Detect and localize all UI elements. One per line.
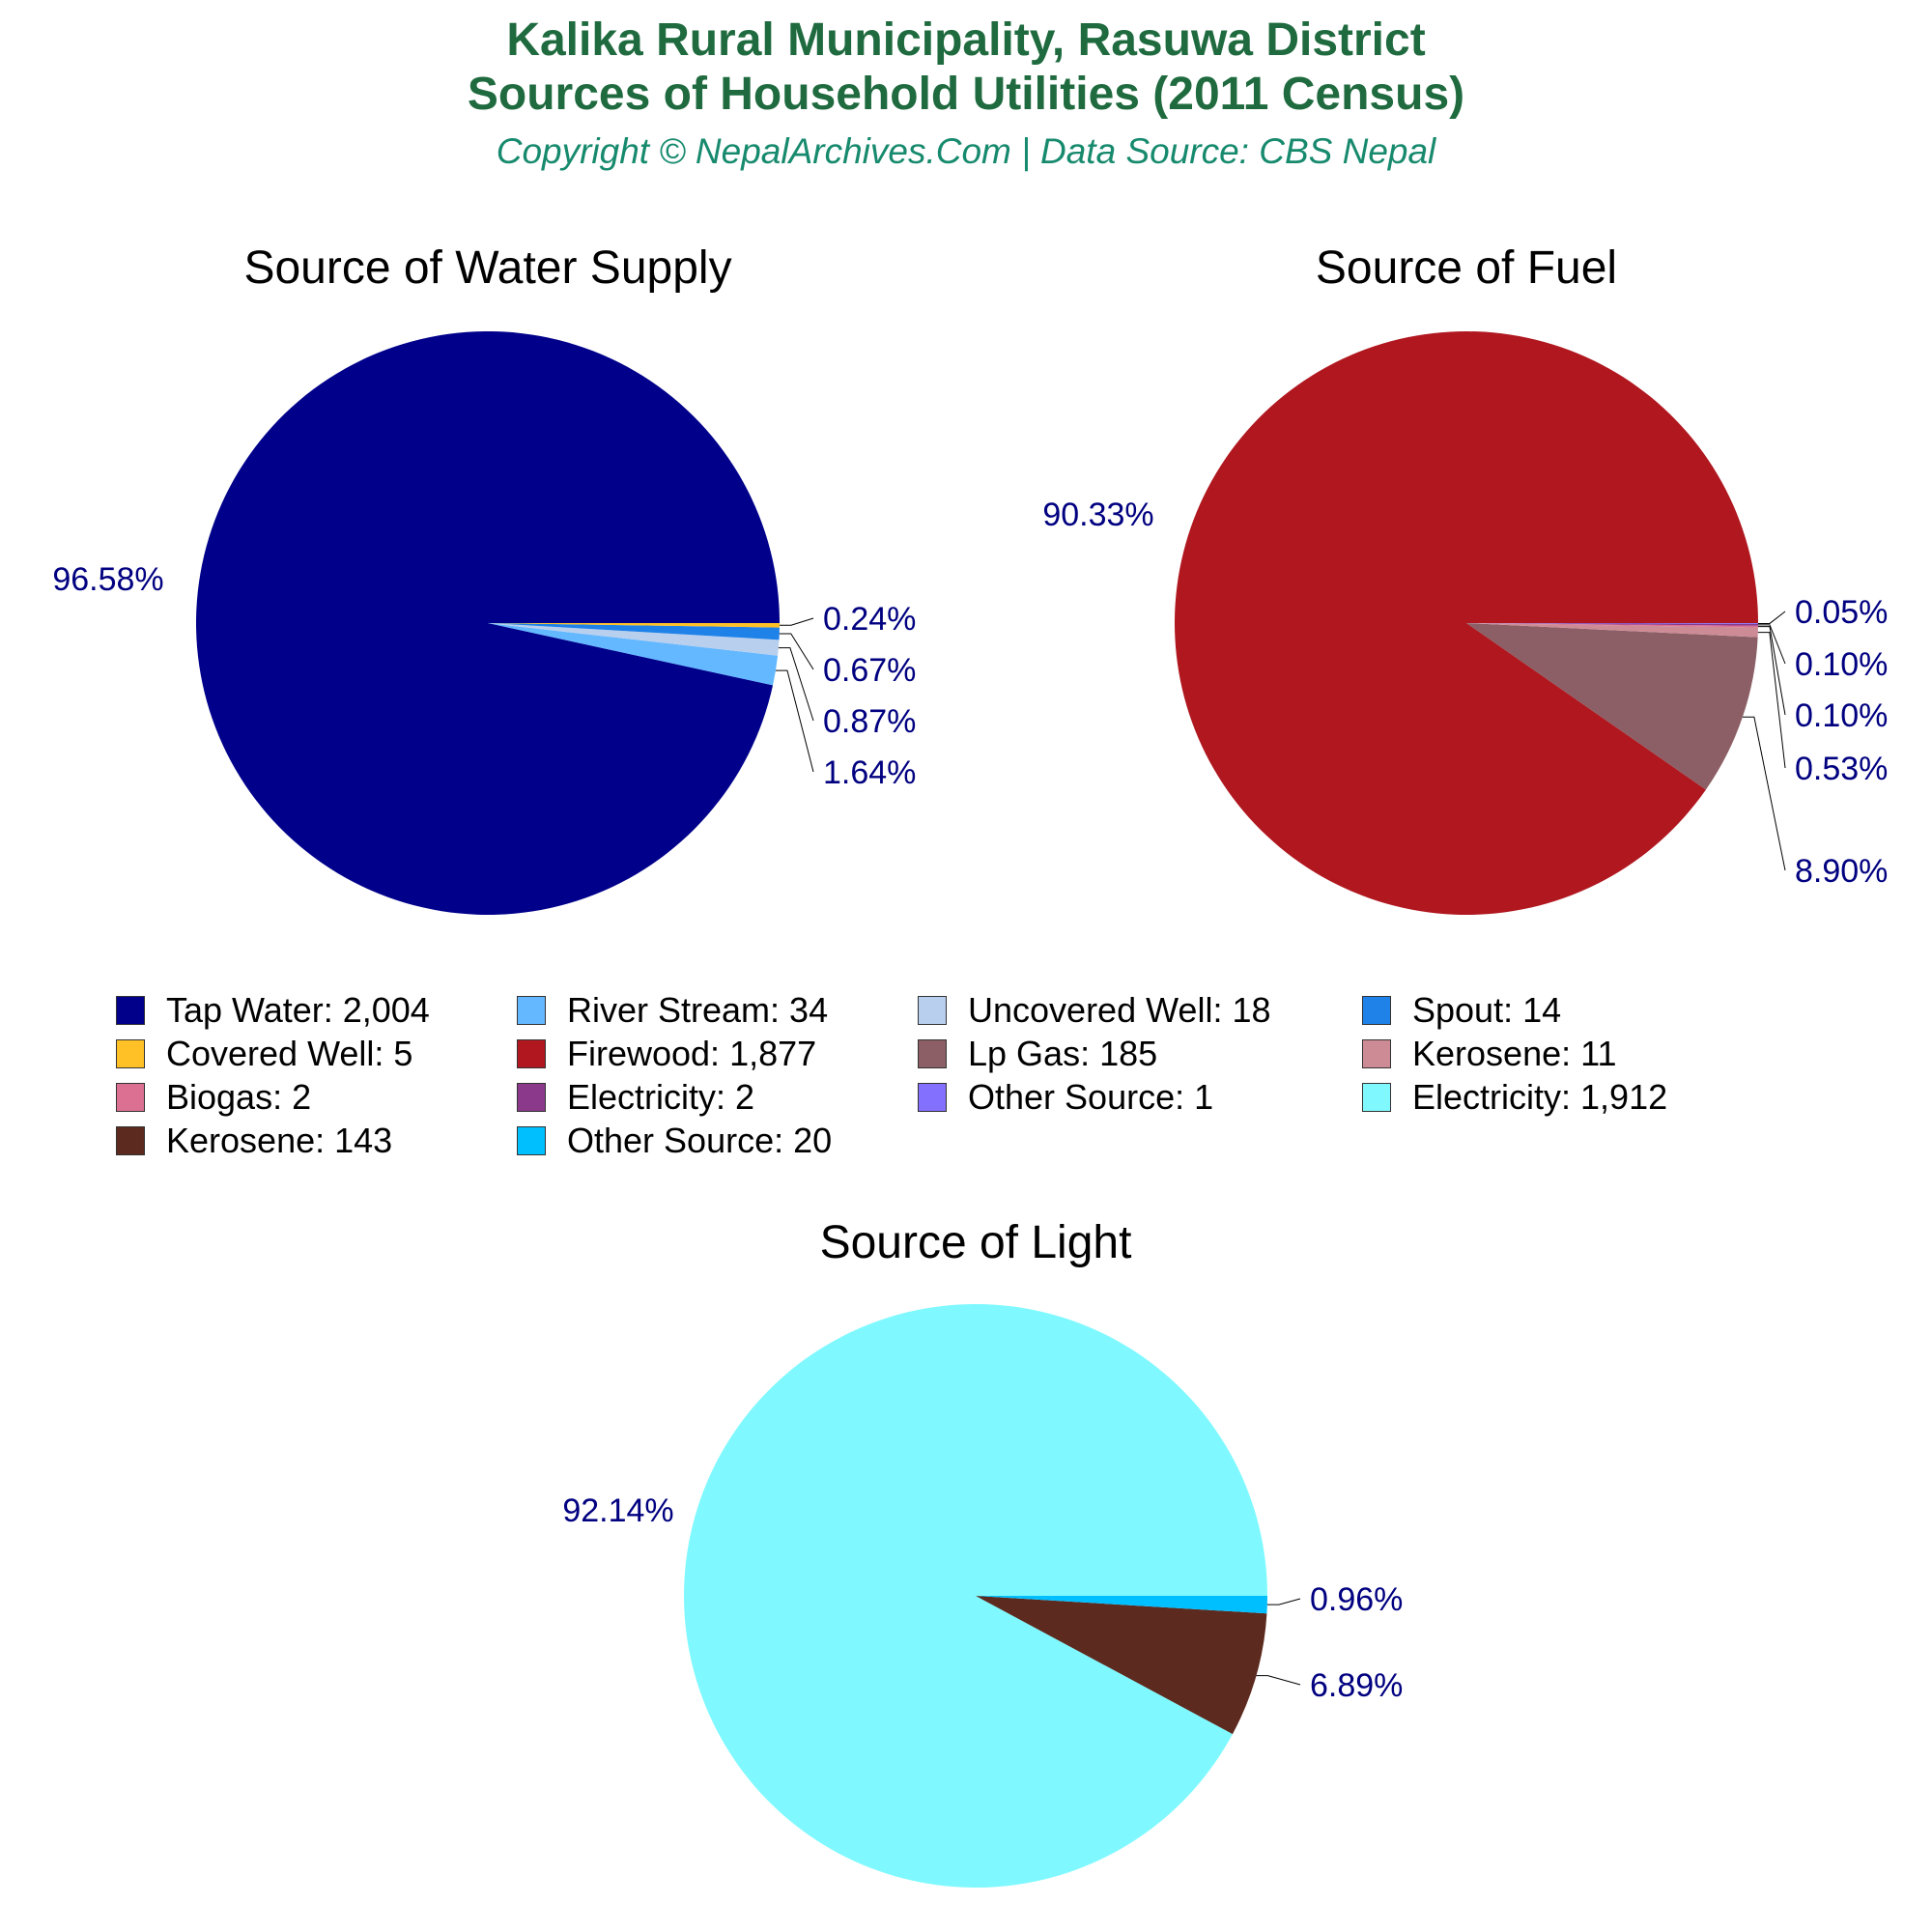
legend-item: Covered Well: 5 <box>116 1034 412 1074</box>
label-leader-line <box>778 647 814 722</box>
legend-label: Biogas: 2 <box>166 1077 312 1117</box>
pie-title: Source of Water Supply <box>243 242 731 294</box>
legend-item: Spout: 14 <box>1362 990 1561 1031</box>
pie-percent-label: 6.89% <box>1310 1667 1403 1704</box>
pie-percent-label: 0.24% <box>823 601 916 638</box>
pie-percent-label: 90.33% <box>1042 497 1153 533</box>
pie-slice <box>1466 623 1758 628</box>
label-leader-line <box>779 633 814 670</box>
legend-label: Kerosene: 11 <box>1412 1034 1617 1073</box>
legend-item: River Stream: 34 <box>517 990 828 1031</box>
pie-title: Source of Light <box>820 1217 1132 1268</box>
pie-percent-label: 0.10% <box>1795 697 1888 734</box>
legend-swatch <box>116 996 145 1025</box>
chart-title-line-2: Sources of Household Utilities (2011 Cen… <box>467 69 1465 120</box>
label-leader-line <box>1757 626 1786 716</box>
pie-slice <box>683 1303 1267 1888</box>
pie-percent-label: 0.53% <box>1795 751 1888 787</box>
pie-chart-3: Source of Light 92.14% 0.96% 6.89% <box>562 1217 1403 1888</box>
legend-label: Firewood: 1,877 <box>567 1034 817 1073</box>
legend-swatch <box>918 996 947 1025</box>
legend-label: Lp Gas: 185 <box>968 1034 1158 1073</box>
legend-item: Firewood: 1,877 <box>517 1034 816 1074</box>
legend-swatch <box>116 1126 145 1155</box>
pie-percent-label: 0.67% <box>823 652 916 689</box>
pie-slice <box>976 1596 1267 1735</box>
label-leader-line <box>1757 624 1786 665</box>
legend-item: Tap Water: 2,004 <box>116 990 430 1031</box>
pie-slice <box>1466 623 1758 638</box>
legend-swatch <box>1362 1039 1391 1068</box>
legend: Tap Water: 2,004 River Stream: 34 Uncovere… <box>116 990 1893 1164</box>
pie-percent-label: 0.10% <box>1795 646 1888 683</box>
legend-label: Kerosene: 143 <box>166 1121 393 1160</box>
legend-swatch <box>517 996 546 1025</box>
legend-swatch <box>116 1039 145 1068</box>
legend-swatch <box>517 1039 546 1068</box>
legend-item: Electricity: 1,912 <box>1362 1077 1667 1118</box>
legend-swatch <box>517 1083 546 1112</box>
pie-slice <box>976 1596 1267 1614</box>
legend-swatch <box>1362 996 1391 1025</box>
pie-percent-label: 1.64% <box>823 754 916 791</box>
pie-slice <box>488 623 781 628</box>
legend-label: Tap Water: 2,004 <box>166 990 430 1030</box>
legend-item: Kerosene: 143 <box>116 1121 392 1161</box>
legend-label: Electricity: 1,912 <box>1412 1077 1668 1117</box>
chart-subtitle: Copyright © NepalArchives.Com | Data Sou… <box>496 131 1436 171</box>
legend-swatch <box>918 1039 947 1068</box>
pie-slice <box>488 623 780 640</box>
legend-label: Spout: 14 <box>1412 990 1562 1030</box>
pie-percent-label: 92.14% <box>562 1492 673 1529</box>
legend-item: Kerosene: 11 <box>1362 1034 1616 1074</box>
legend-label: Other Source: 1 <box>968 1077 1214 1117</box>
legend-item: Uncovered Well: 18 <box>918 990 1271 1031</box>
legend-label: Uncovered Well: 18 <box>968 990 1271 1030</box>
label-leader-line <box>1757 611 1786 624</box>
legend-label: Covered Well: 5 <box>166 1034 413 1073</box>
pie-slice <box>488 623 779 686</box>
legend-label: River Stream: 34 <box>567 990 829 1030</box>
pie-slice <box>195 331 780 916</box>
legend-item: Other Source: 20 <box>517 1121 832 1161</box>
pie-percent-label: 0.87% <box>823 703 916 740</box>
legend-swatch <box>1362 1083 1391 1112</box>
legend-item: Electricity: 2 <box>517 1077 754 1118</box>
legend-item: Biogas: 2 <box>116 1077 311 1118</box>
legend-item: Lp Gas: 185 <box>918 1034 1157 1074</box>
legend-label: Electricity: 2 <box>567 1077 755 1117</box>
legend-item: Other Source: 1 <box>918 1077 1213 1118</box>
label-leader-line <box>1757 632 1786 769</box>
pie-title: Source of Fuel <box>1316 242 1617 294</box>
pie-percent-label: 96.58% <box>52 561 163 598</box>
pie-slice <box>1466 623 1758 790</box>
chart-header: Kalika Rural Municipality, Rasuwa Distri… <box>0 0 1932 174</box>
label-leader-line <box>1266 1598 1301 1605</box>
pie-slice <box>1466 623 1758 624</box>
pie-percent-label: 0.05% <box>1795 594 1888 631</box>
chart-title-line-1: Kalika Rural Municipality, Rasuwa Distri… <box>506 14 1426 66</box>
legend-label: Other Source: 20 <box>567 1121 833 1160</box>
label-leader-line <box>1256 1675 1301 1686</box>
pie-slice <box>488 623 780 656</box>
pie-chart-2: Source of Fuel 90.33% 0.05% 0.10% 0.10% 0.53%… <box>1042 242 1888 915</box>
legend-swatch <box>918 1083 947 1112</box>
label-leader-line <box>1742 716 1786 871</box>
legend-swatch <box>517 1126 546 1155</box>
label-leader-line <box>779 617 814 626</box>
pie-percent-label: 0.96% <box>1310 1581 1403 1618</box>
legend-swatch <box>116 1083 145 1112</box>
label-leader-line <box>775 669 814 773</box>
pie-slice <box>1466 623 1758 626</box>
pie-percent-label: 8.90% <box>1795 853 1888 890</box>
pie-chart-1: Source of Water Supply 96.58% 0.24% 0.67% 0.… <box>52 242 916 916</box>
